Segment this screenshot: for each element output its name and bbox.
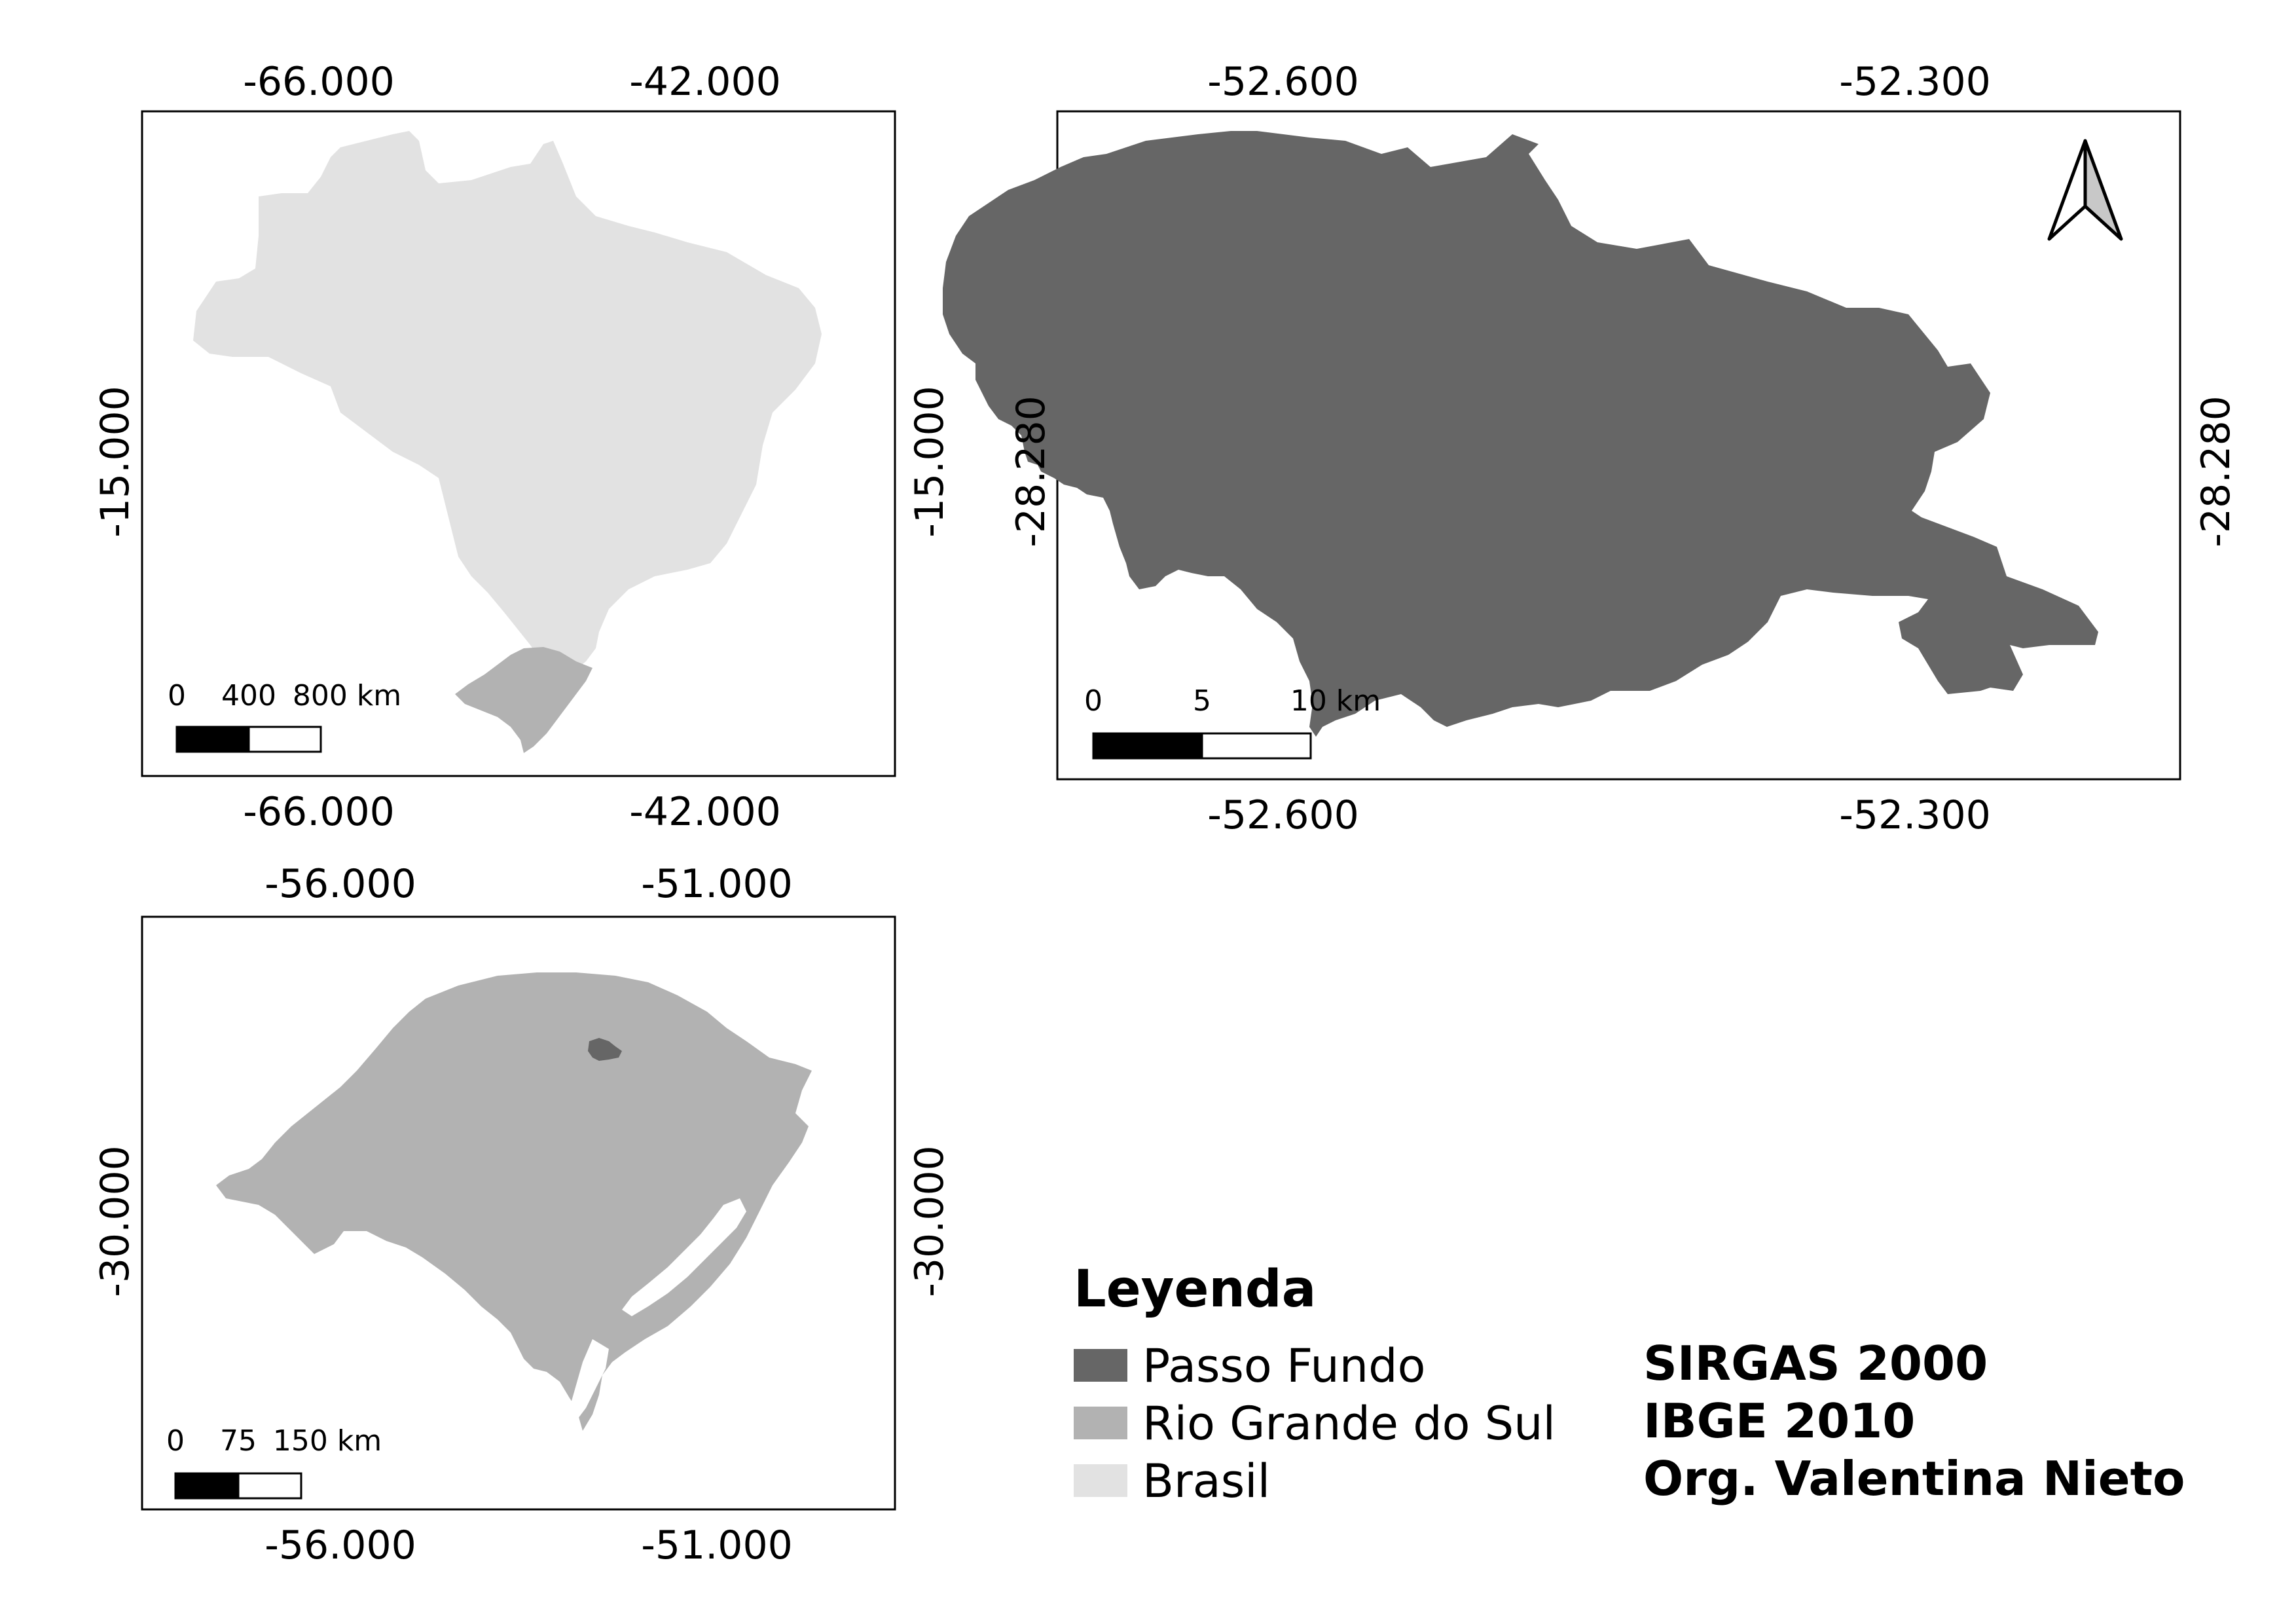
pf-top-x-label-1: -52.600 — [1207, 59, 1359, 105]
map-rio-grande-do-sul: -56.000 -51.000 -56.000 -51.000 -30.000 … — [92, 861, 953, 1568]
rs-shape — [216, 972, 812, 1431]
rs-bottom-x-label-2: -51.000 — [641, 1522, 793, 1568]
map-brasil: -66.000 -42.000 -66.000 -42.000 -15.000 … — [92, 59, 953, 835]
brasil-scalebar: 0 400 800 km — [168, 679, 401, 753]
rs-top-x-label-1: -56.000 — [264, 861, 416, 907]
legend-label-passo-fundo: Passo Fundo — [1142, 1339, 1425, 1393]
brasil-top-x-label-1: -66.000 — [243, 59, 395, 105]
rs-scalebar-label-0: 0 — [166, 1424, 185, 1458]
credit-author: Org. Valentina Nieto — [1643, 1451, 2185, 1506]
pf-scalebar-label-2: 10 km — [1290, 684, 1381, 718]
rs-left-y-label: -30.000 — [92, 1145, 138, 1297]
rs-scalebar: 0 75 150 km — [166, 1424, 382, 1500]
pf-scalebar-label-1: 5 — [1193, 684, 1211, 718]
pf-top-x-label-2: -52.300 — [1839, 59, 1991, 105]
lagoa-dos-patos — [622, 1198, 746, 1316]
pf-scalebar: 0 5 10 km — [1084, 684, 1381, 760]
brasil-bottom-x-label-2: -42.000 — [629, 789, 781, 835]
pf-right-y-label: -28.280 — [2193, 396, 2239, 547]
passo-fundo-shape — [943, 131, 2098, 737]
credit-projection: SIRGAS 2000 — [1643, 1336, 1988, 1391]
brasil-shape — [193, 131, 822, 688]
brasil-scalebar-label-2: 800 km — [293, 679, 401, 712]
legend-title: Leyenda — [1074, 1260, 1316, 1319]
pf-left-y-label: -28.280 — [1008, 396, 1054, 547]
legend-swatch-passo-fundo — [1074, 1349, 1127, 1382]
rs-scalebar-label-2: 150 km — [273, 1424, 382, 1458]
brasil-right-y-label: -15.000 — [907, 386, 953, 538]
legend-label-brasil: Brasil — [1142, 1454, 1270, 1508]
legend-label-rio-grande-do-sul: Rio Grande do Sul — [1142, 1397, 1556, 1450]
rs-right-y-label: -30.000 — [907, 1145, 953, 1297]
credit-source: IBGE 2010 — [1643, 1393, 1915, 1449]
brasil-left-y-label: -15.000 — [92, 386, 138, 538]
north-arrow-icon — [2047, 139, 2123, 241]
brasil-top-x-label-2: -42.000 — [629, 59, 781, 105]
rs-bottom-x-label-1: -56.000 — [264, 1522, 416, 1568]
brasil-scalebar-label-1: 400 — [221, 679, 276, 712]
brasil-scalebar-label-0: 0 — [168, 679, 186, 712]
legend-swatch-rio-grande-do-sul — [1074, 1407, 1127, 1439]
passo-fundo-shape-small — [588, 1038, 622, 1061]
pf-scalebar-label-0: 0 — [1084, 684, 1102, 718]
legend: Leyenda Passo Fundo Rio Grande do Sul Br… — [1074, 1260, 1556, 1508]
rs-scalebar-label-1: 75 — [220, 1424, 257, 1458]
legend-swatch-brasil — [1074, 1464, 1127, 1497]
pf-bottom-x-label-2: -52.300 — [1839, 792, 1991, 838]
rs-shape-small — [455, 647, 592, 753]
map-passo-fundo: -52.600 -52.300 -52.600 -52.300 -28.280 … — [943, 59, 2239, 838]
credits: SIRGAS 2000 IBGE 2010 Org. Valentina Nie… — [1643, 1336, 2185, 1506]
lagoa-mirim — [570, 1339, 609, 1421]
pf-bottom-x-label-1: -52.600 — [1207, 792, 1359, 838]
brasil-bottom-x-label-1: -66.000 — [243, 789, 395, 835]
rs-top-x-label-2: -51.000 — [641, 861, 793, 907]
